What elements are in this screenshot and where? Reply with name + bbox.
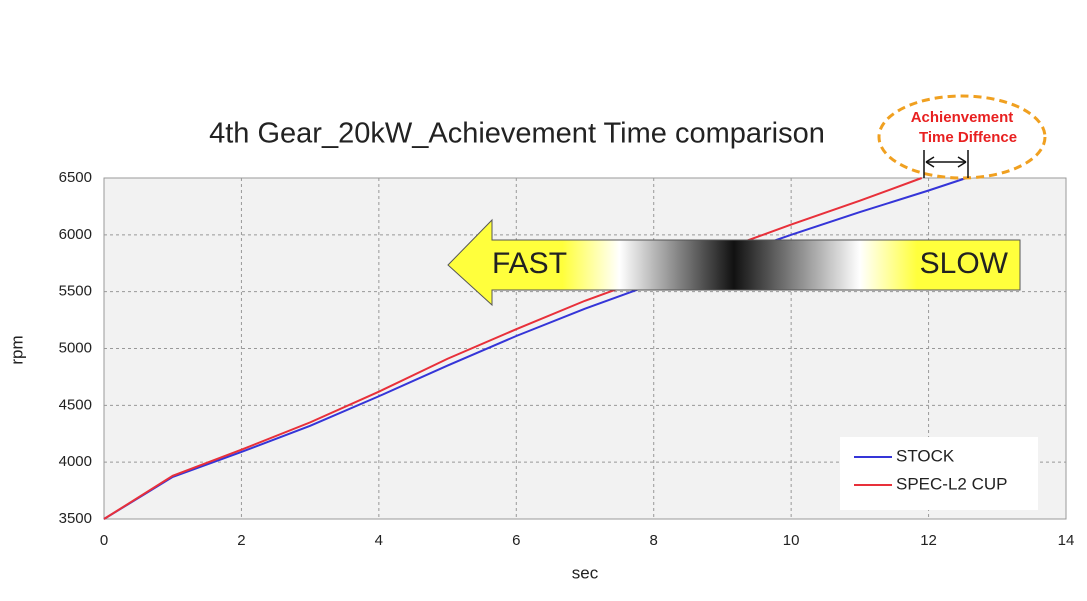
difference-label: Time Diffence — [919, 129, 1017, 146]
difference-ellipse — [877, 94, 1047, 180]
y-tick-label: 4000 — [59, 453, 92, 470]
x-tick-label: 2 — [237, 532, 245, 549]
legend-label: STOCK — [896, 446, 955, 465]
x-tick-label: 14 — [1058, 532, 1075, 549]
y-tick-label: 4500 — [59, 396, 92, 413]
y-tick-label: 6000 — [59, 226, 92, 243]
fast-label: FAST — [492, 247, 567, 280]
series-line — [103, 177, 923, 520]
difference-label: Achienvement — [911, 109, 1014, 126]
y-tick-label: 5000 — [59, 339, 92, 356]
x-tick-label: 8 — [650, 532, 658, 549]
x-tick-label: 4 — [375, 532, 383, 549]
chart-title: 4th Gear_20kW_Achievement Time compariso… — [209, 118, 825, 150]
difference-marker — [923, 150, 969, 178]
y-tick-label: 5500 — [59, 283, 92, 300]
x-axis-label: sec — [572, 563, 599, 582]
y-tick-label: 3500 — [59, 510, 92, 527]
x-tick-label: 6 — [512, 532, 520, 549]
slow-label: SLOW — [920, 247, 1009, 280]
y-axis-label: rpm — [7, 335, 26, 364]
y-tick-label: 6500 — [59, 169, 92, 186]
series-line — [103, 177, 967, 520]
x-tick-label: 0 — [100, 532, 108, 549]
speed-arrow — [447, 218, 1021, 307]
x-tick-label: 10 — [783, 532, 800, 549]
x-tick-label: 12 — [920, 532, 937, 549]
legend-label: SPEC-L2 CUP — [896, 474, 1007, 493]
legend — [840, 437, 1038, 510]
